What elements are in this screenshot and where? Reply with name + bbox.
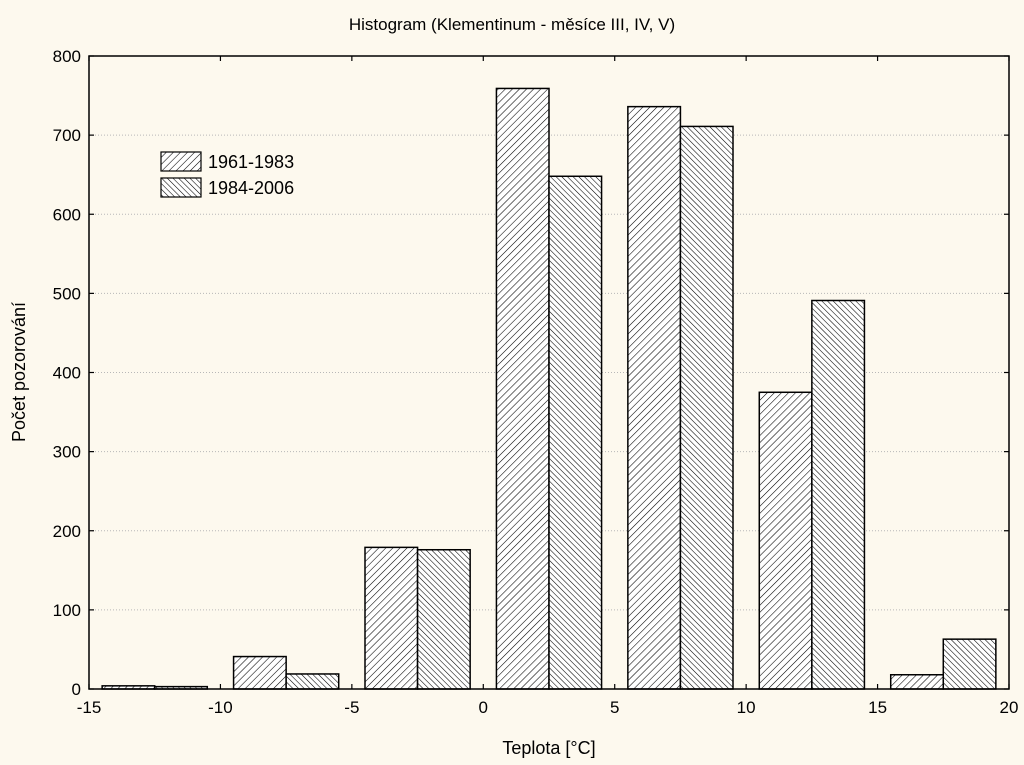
x-tick-label: 10 [737, 698, 756, 717]
bar-1961-1983-bin-2 [364, 546, 419, 690]
legend-label-1984-2006: 1984-2006 [208, 178, 294, 198]
y-axis-label: Počet pozorování [9, 302, 29, 442]
x-axis-label: Teplota [°C] [502, 738, 595, 758]
x-tick-label: -5 [344, 698, 359, 717]
y-tick-label: 100 [53, 601, 81, 620]
y-tick-label: 200 [53, 522, 81, 541]
x-tick-label: 0 [479, 698, 488, 717]
x-axis: -15 -10 -5 0 5 10 15 20 [77, 56, 1019, 717]
bar-1984-2006-bin-3 [548, 175, 603, 690]
y-axis: 0 100 200 300 400 500 600 700 800 [53, 47, 1009, 699]
x-tick-label: 15 [868, 698, 887, 717]
bar-1984-2006-bin-6 [942, 638, 997, 690]
x-tick-label: -15 [77, 698, 102, 717]
bar-1961-1983-bin-6 [889, 674, 945, 690]
bar-1961-1983-bin-4 [627, 105, 682, 690]
bar-1984-2006-bin-4 [679, 125, 734, 690]
x-tick-label: 20 [1000, 698, 1019, 717]
legend-swatch-1984-2006 [160, 177, 202, 198]
legend-label-1961-1983: 1961-1983 [208, 152, 294, 172]
x-tick-label: 5 [610, 698, 619, 717]
y-tick-label: 600 [53, 205, 81, 224]
bar-1984-2006-bin-2 [416, 548, 471, 690]
bar-1961-1983-bin-5 [758, 391, 813, 690]
chart-title: Histogram (Klementinum - měsíce III, IV,… [349, 15, 675, 34]
y-tick-label: 500 [53, 284, 81, 303]
legend: 1961-1983 1984-2006 [160, 151, 294, 198]
x-tick-label: -10 [208, 698, 233, 717]
y-tick-label: 400 [53, 364, 81, 383]
bar-1961-1983-bin-1 [232, 655, 287, 690]
legend-swatch-1961-1983 [160, 151, 202, 172]
y-tick-label: 700 [53, 126, 81, 145]
bar-1984-2006-bin-5 [811, 299, 866, 690]
bar-1961-1983-bin-3 [495, 87, 550, 690]
y-tick-label: 800 [53, 47, 81, 66]
bar-1984-2006-bin-1 [285, 673, 340, 690]
bars [101, 87, 997, 690]
y-tick-label: 0 [72, 680, 81, 699]
y-tick-label: 300 [53, 443, 81, 462]
